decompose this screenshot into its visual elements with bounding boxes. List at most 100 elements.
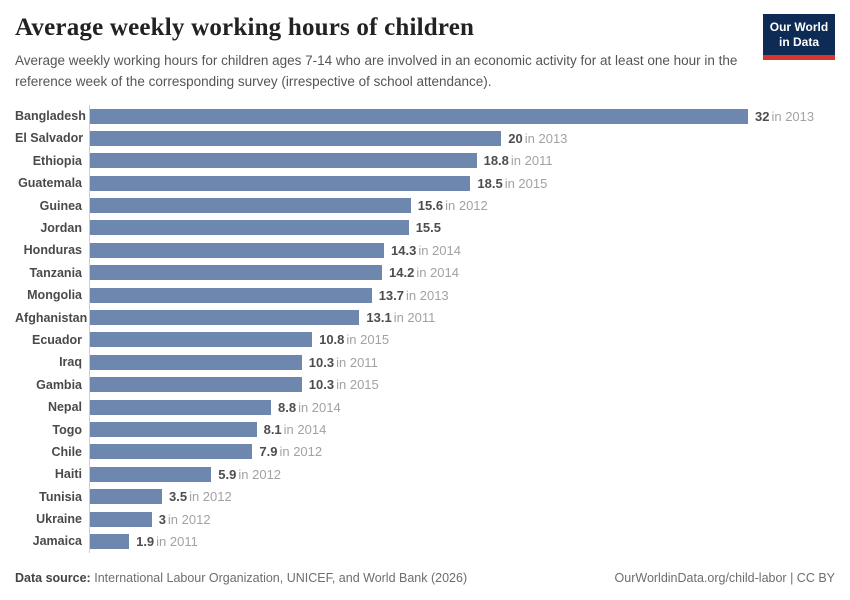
bar-area: 3.5 in 2012 [89, 485, 850, 508]
value-label: 10.3 [308, 377, 335, 393]
country-label: Togo [52, 422, 82, 437]
year-label: in 2014 [416, 265, 459, 281]
bar[interactable] [90, 444, 253, 460]
table-row: Chile 7.9 in 2012 [15, 440, 850, 464]
bar-area: 10.3 in 2015 [89, 373, 850, 396]
chart-header: Average weekly working hours of children… [0, 0, 850, 93]
year-label: in 2015 [346, 332, 390, 348]
bar-area: 13.7 in 2013 [89, 283, 850, 307]
bar[interactable] [90, 310, 360, 326]
year-label: in 2011 [156, 533, 198, 549]
country-label: Ecuador [31, 332, 82, 347]
bar[interactable] [90, 489, 162, 505]
owid-link[interactable]: OurWorldinData.org/child-labor | CC BY [614, 571, 835, 585]
bar[interactable] [90, 198, 411, 214]
value-label: 20 [508, 130, 523, 146]
country-label: Haiti [54, 467, 82, 482]
country-label: Mongolia [27, 288, 82, 303]
table-row: Tunisia 3.5 in 2012 [15, 485, 850, 508]
year-label: in 2011 [393, 310, 436, 326]
owid-logo-line1: Our World [769, 20, 829, 34]
country-label: Iraq [59, 355, 82, 370]
year-label: in 2012 [167, 511, 211, 527]
bar[interactable] [90, 153, 477, 169]
bar[interactable] [90, 108, 748, 124]
value-label: 18.5 [477, 175, 503, 191]
bar[interactable] [90, 533, 130, 549]
year-label: in 2011 [336, 354, 378, 370]
chart-footer: Data source: International Labour Organi… [0, 571, 850, 600]
value-label: 8.1 [263, 422, 282, 437]
bar-area: 15.5 [89, 216, 850, 240]
owid-logo[interactable]: Our World in Data [763, 14, 835, 60]
country-label: El Salvador [15, 131, 84, 146]
country-label: Chile [51, 444, 82, 459]
bar-area: 8.8 in 2014 [89, 395, 850, 419]
year-label: in 2012 [279, 444, 323, 460]
table-row: Tanzania 14.2 in 2014 [15, 261, 850, 284]
bar[interactable] [90, 511, 152, 527]
country-label: Guatemala [18, 176, 82, 191]
year-label: in 2011 [510, 153, 553, 169]
value-label: 3 [158, 511, 166, 527]
bar-area: 18.5 in 2015 [89, 172, 850, 195]
bar[interactable] [90, 422, 257, 437]
table-row: Nepal 8.8 in 2014 [15, 395, 850, 419]
bar[interactable] [90, 466, 212, 482]
value-label: 13.1 [366, 310, 392, 326]
year-label: in 2015 [336, 377, 379, 393]
data-source: Data source: International Labour Organi… [15, 571, 467, 585]
bar[interactable] [90, 220, 409, 236]
table-row: Honduras 14.3 in 2014 [15, 239, 850, 262]
country-label: Gambia [36, 377, 82, 392]
bar[interactable] [90, 354, 302, 370]
value-label: 10.3 [308, 354, 335, 370]
table-row: Togo 8.1 in 2014 [15, 418, 850, 441]
year-label: in 2013 [771, 108, 815, 124]
value-label: 7.9 [259, 444, 278, 460]
bar-area: 5.9 in 2012 [89, 463, 850, 486]
value-label: 1.9 [136, 533, 155, 549]
year-label: in 2012 [238, 466, 282, 482]
value-label: 15.6 [417, 198, 444, 214]
value-label: 10.8 [319, 332, 345, 348]
table-row: Ecuador 10.8 in 2015 [15, 328, 850, 352]
country-label: Ukraine [36, 512, 82, 527]
year-label: in 2014 [418, 242, 461, 258]
table-row: Guinea 15.6 in 2012 [15, 194, 850, 217]
value-label: 32 [755, 108, 770, 124]
bar-area: 10.8 in 2015 [89, 328, 850, 352]
value-label: 8.8 [278, 399, 297, 415]
chart-subtitle: Average weekly working hours for childre… [15, 53, 738, 89]
bar-area: 10.3 in 2011 [89, 351, 850, 374]
year-label: in 2014 [298, 399, 341, 415]
year-label: in 2015 [504, 175, 548, 191]
table-row: Jamaica 1.9 in 2011 [15, 530, 850, 553]
table-row: Haiti 5.9 in 2012 [15, 463, 850, 486]
value-label: 5.9 [218, 466, 237, 482]
bar[interactable] [90, 175, 471, 191]
data-source-label: Data source: [15, 571, 91, 585]
bar[interactable] [90, 332, 313, 348]
country-label: Bangladesh [15, 109, 86, 124]
page-title: Average weekly working hours of children [15, 14, 475, 41]
country-label: Ethiopia [32, 153, 82, 168]
bar-chart: Bangladesh 32 in 2013 El Salvador 20 in 2013 E… [0, 104, 850, 553]
bar[interactable] [90, 287, 372, 303]
bar[interactable] [90, 265, 382, 281]
bar[interactable] [90, 377, 302, 393]
value-label: 15.5 [415, 220, 441, 236]
country-label: Afghanistan [15, 310, 88, 325]
year-label: in 2012 [189, 489, 232, 505]
bar-area: 14.3 in 2014 [89, 239, 850, 262]
bar-area: 32 in 2013 [89, 104, 850, 128]
data-source-text: International Labour Organization, UNICE… [94, 571, 468, 585]
value-label: 13.7 [378, 287, 404, 303]
country-label: Honduras [23, 243, 82, 258]
bar[interactable] [90, 130, 502, 146]
bar-area: 20 in 2013 [89, 127, 850, 150]
country-label: Tanzania [29, 265, 82, 280]
bar[interactable] [90, 242, 384, 258]
bar[interactable] [90, 399, 271, 415]
table-row: Afghanistan 13.1 in 2011 [15, 306, 850, 329]
